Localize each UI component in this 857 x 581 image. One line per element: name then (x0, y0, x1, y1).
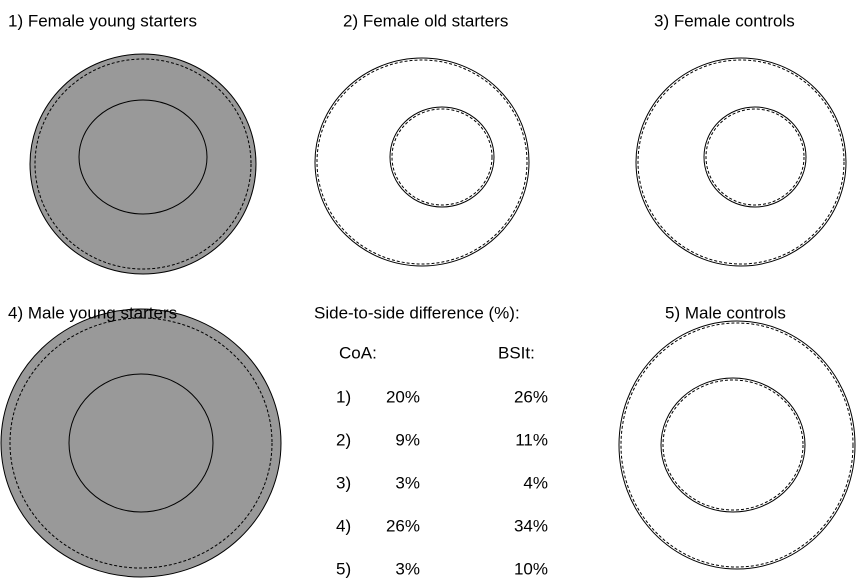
coa-value: 9% (395, 430, 420, 449)
inner-outline (660, 377, 806, 513)
cross-section (0, 308, 282, 578)
dashed-outline (34, 58, 252, 270)
dashed-outline (316, 59, 528, 265)
coa-value: 20% (386, 387, 420, 406)
coa-value: 3% (395, 473, 420, 492)
dashed-inner (662, 379, 804, 511)
bsit-value: 10% (514, 559, 548, 578)
inner-outline (389, 106, 495, 208)
dashed-outline (620, 322, 854, 568)
bsit-value: 26% (514, 387, 548, 406)
panel-title: 3) Female controls (654, 11, 795, 30)
cross-section (635, 57, 847, 267)
panel-title: 2) Female old starters (343, 11, 508, 30)
bsit-value: 11% (515, 430, 548, 449)
inner-outline (703, 106, 807, 208)
row-label: 5) (336, 559, 351, 578)
cross-section (618, 320, 856, 570)
coa-value: 26% (386, 516, 420, 535)
row-label: 2) (336, 430, 351, 449)
coa-value: 3% (395, 559, 420, 578)
panel-title: 5) Male controls (665, 303, 786, 322)
inner-outline (78, 99, 208, 215)
inner-outline (68, 373, 214, 513)
column-header: CoA: (339, 343, 377, 362)
column-header: BSIt: (498, 343, 535, 362)
dashed-outline (9, 317, 273, 569)
row-label: 4) (336, 516, 351, 535)
dashed-inner (705, 108, 805, 206)
outer-ring (0, 308, 282, 578)
bsit-value: 4% (523, 473, 548, 492)
dashed-inner (391, 108, 493, 206)
dashed-outline (637, 59, 845, 265)
outer-outline (635, 57, 847, 267)
panel-title: 4) Male young starters (8, 303, 177, 322)
bsit-value: 34% (514, 516, 548, 535)
cross-section (29, 53, 257, 275)
outer-outline (618, 320, 856, 570)
outer-outline (314, 57, 530, 267)
table-rows: 1) 20% 26% 2) 9% 11% 3) 3% 4% 4) 26% 34% 5) 3% 10% (336, 387, 548, 578)
panel-title: 1) Female young starters (8, 11, 197, 30)
row-label: 3) (336, 473, 351, 492)
outer-ring (29, 53, 257, 275)
cross-section (314, 57, 530, 267)
table-title: Side-to-side difference (%): (314, 303, 520, 322)
row-label: 1) (336, 387, 351, 406)
